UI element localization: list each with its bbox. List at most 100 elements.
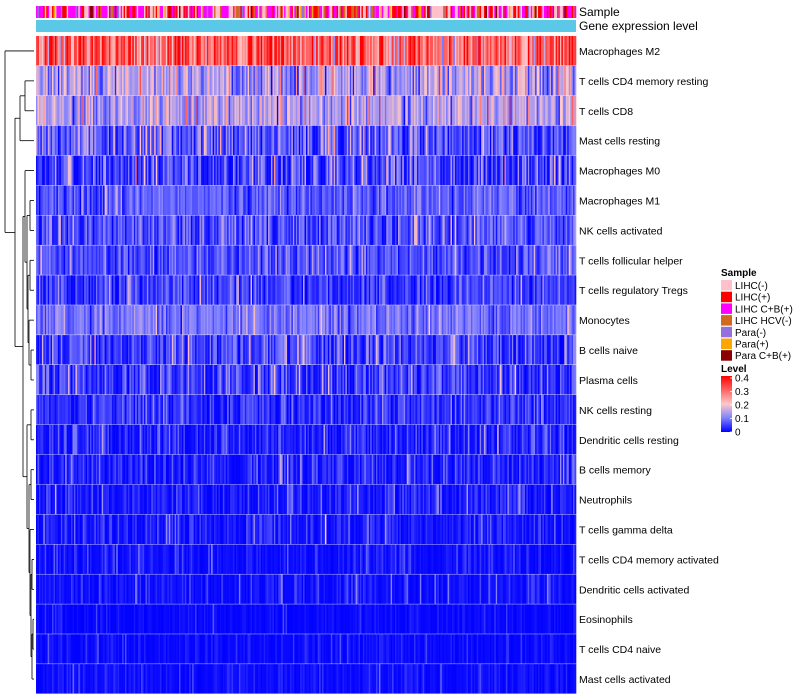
- heatmap-cell: [393, 305, 396, 335]
- heatmap-cell: [165, 305, 168, 335]
- heatmap-cell: [485, 36, 488, 66]
- heatmap-cell: [539, 365, 542, 395]
- heatmap-cell: [41, 95, 44, 126]
- heatmap-cell: [314, 65, 317, 96]
- heatmap-cell: [215, 275, 218, 305]
- heatmap-cell: [117, 185, 120, 216]
- heatmap-cell: [341, 275, 343, 305]
- heatmap-cell: [380, 245, 383, 275]
- heatmap-cell: [446, 215, 448, 245]
- sample-annotation-cell: [123, 6, 126, 18]
- heatmap-cell: [71, 155, 73, 186]
- heatmap-cell: [497, 155, 499, 186]
- heatmap-cell: [304, 125, 307, 156]
- heatmap-cell: [241, 335, 244, 365]
- heatmap-cell: [539, 215, 542, 245]
- heatmap-cell: [49, 36, 51, 66]
- heatmap-cell: [380, 215, 383, 245]
- heatmap-cell: [212, 305, 215, 335]
- heatmap-cell: [250, 365, 253, 395]
- heatmap-cell: [355, 365, 358, 395]
- heatmap-cell: [323, 245, 326, 275]
- heatmap-cell: [111, 125, 114, 156]
- heatmap-cell: [513, 185, 515, 216]
- heatmap-cell: [300, 245, 302, 275]
- heatmap-cell: [57, 65, 60, 96]
- heatmap-cell: [561, 305, 564, 335]
- heatmap-cell: [231, 275, 234, 305]
- heatmap-cell: [119, 36, 121, 66]
- heatmap-cell: [457, 245, 460, 275]
- heatmap-cell: [434, 275, 437, 305]
- heatmap-cell: [287, 95, 289, 126]
- heatmap-cell: [193, 65, 196, 96]
- heatmap-cell: [158, 275, 161, 305]
- heatmap-cell: [72, 125, 75, 156]
- heatmap-cell: [339, 245, 342, 275]
- heatmap-cell: [179, 36, 181, 66]
- heatmap-cell: [545, 215, 548, 245]
- heatmap-cell: [40, 95, 43, 126]
- heatmap-cell: [244, 95, 247, 126]
- heatmap-cell: [491, 125, 494, 156]
- heatmap-cell: [117, 215, 120, 245]
- heatmap-cell: [54, 394, 57, 425]
- heatmap-cell: [322, 155, 324, 186]
- sample-annotation-cell: [524, 6, 527, 18]
- heatmap-cell: [106, 65, 108, 96]
- heatmap-cell: [451, 65, 454, 96]
- heatmap-cell: [555, 185, 558, 216]
- heatmap-cell: [44, 36, 47, 66]
- heatmap-cell: [472, 245, 475, 275]
- heatmap-cell: [396, 65, 399, 96]
- heatmap-cell: [246, 65, 248, 96]
- heatmap-cell: [523, 95, 526, 126]
- heatmap-cell: [460, 245, 463, 275]
- heatmap-cell: [193, 215, 196, 245]
- heatmap-cell: [489, 95, 492, 126]
- heatmap-cell: [192, 275, 194, 305]
- heatmap-cell: [127, 36, 130, 66]
- heatmap-cell: [447, 125, 450, 156]
- heatmap-cell: [430, 185, 432, 216]
- heatmap-cell: [259, 365, 262, 395]
- heatmap-cell: [68, 65, 70, 96]
- heatmap-cell: [41, 305, 44, 335]
- heatmap-cell: [287, 335, 289, 365]
- heatmap-cell: [549, 245, 552, 275]
- heatmap-cell: [427, 335, 429, 365]
- heatmap-cell: [104, 125, 107, 156]
- heatmap-cell: [75, 95, 78, 126]
- heatmap-cell: [421, 335, 424, 365]
- heatmap-cell: [570, 245, 572, 275]
- heatmap-cell: [68, 36, 70, 66]
- heatmap-cell: [199, 335, 202, 365]
- heatmap-cell: [418, 275, 421, 305]
- heatmap-cell: [127, 335, 130, 365]
- heatmap-cell: [263, 245, 266, 275]
- heatmap-cell: [466, 185, 469, 216]
- heatmap-cell: [543, 365, 546, 395]
- heatmap-cell: [349, 65, 352, 96]
- heatmap-cell: [329, 215, 332, 245]
- heatmap-cell: [364, 36, 367, 66]
- heatmap-cell: [84, 305, 86, 335]
- sample-annotation-cell: [215, 6, 218, 18]
- sample-annotation-cell: [136, 6, 139, 18]
- heatmap-cell: [376, 185, 378, 216]
- heatmap-cell: [498, 185, 501, 216]
- heatmap-cell: [416, 65, 419, 96]
- heatmap-cell: [320, 335, 323, 365]
- heatmap-cell: [419, 155, 422, 186]
- heatmap-cell: [345, 365, 348, 395]
- sample-annotation-cell: [141, 6, 143, 18]
- heatmap-cell: [447, 365, 450, 395]
- heatmap-cell: [72, 275, 75, 305]
- heatmap-cell: [294, 305, 297, 335]
- sample-annotation-cell: [202, 6, 205, 18]
- heatmap-cell: [98, 365, 101, 395]
- heatmap-cell: [279, 365, 282, 395]
- heatmap-cell: [111, 36, 114, 66]
- heatmap-cell: [336, 335, 339, 365]
- heatmap-cell: [361, 305, 364, 335]
